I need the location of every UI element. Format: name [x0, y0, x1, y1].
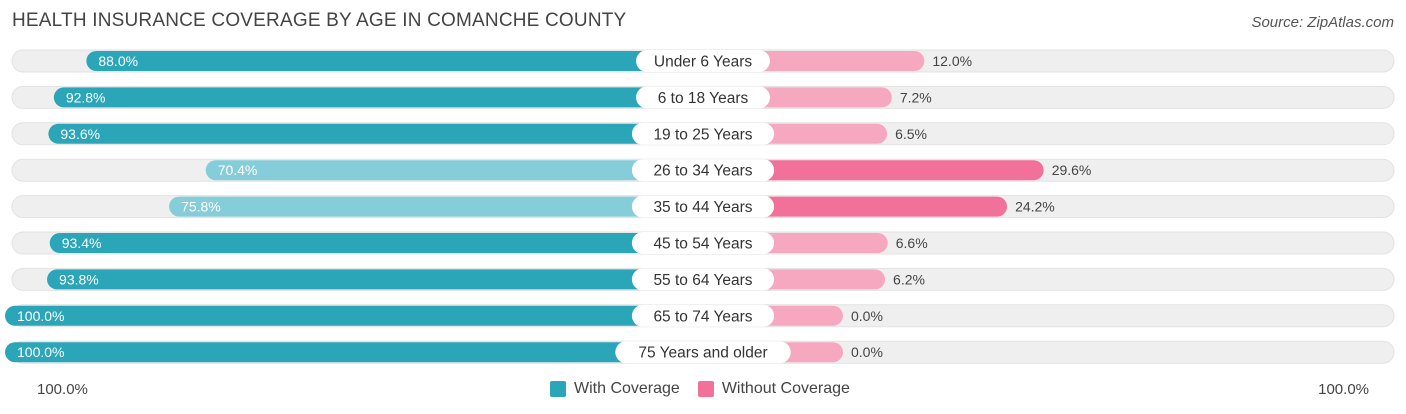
- legend-label-with-coverage: With Coverage: [574, 380, 680, 397]
- category-label: 19 to 25 Years: [653, 126, 752, 143]
- label-without-coverage: 6.2%: [893, 271, 925, 287]
- bar-without-coverage: [703, 196, 1008, 217]
- label-with-coverage: 93.6%: [60, 126, 100, 142]
- category-pill: [631, 195, 775, 218]
- category-label: 75 Years and older: [638, 345, 767, 362]
- legend-swatch-without-coverage: [697, 381, 714, 397]
- bar-with-coverage: [5, 305, 703, 326]
- category-label: 55 to 64 Years: [653, 272, 752, 289]
- chart-source: Source: ZipAtlas.com: [1251, 14, 1394, 31]
- category-pill: [631, 122, 775, 145]
- category-label: 65 to 74 Years: [653, 308, 752, 325]
- label-without-coverage: 7.2%: [900, 89, 932, 105]
- category-pill: [631, 304, 775, 327]
- bar-with-coverage: [169, 196, 704, 217]
- legend-item-with-coverage[interactable]: With Coverage: [550, 380, 680, 398]
- legend-swatch-with-coverage: [550, 381, 566, 397]
- legend: With Coverage Without Coverage: [550, 380, 850, 398]
- label-without-coverage: 29.6%: [1052, 162, 1092, 178]
- label-with-coverage: 92.8%: [66, 89, 106, 105]
- label-with-coverage: 93.8%: [59, 271, 99, 287]
- category-label: 45 to 54 Years: [653, 236, 752, 253]
- coverage-bar-chart: 88.0% 12.0% Under 6 Years 92.8% 7.2% 6 to 18 …: [5, 49, 1395, 364]
- label-without-coverage: 12.0%: [932, 53, 972, 69]
- label-without-coverage: 0.0%: [851, 344, 883, 360]
- category-label: 6 to 18 Years: [658, 90, 749, 107]
- bar-with-coverage: [205, 160, 704, 181]
- label-with-coverage: 100.0%: [17, 308, 64, 324]
- axis-left-label: 100.0%: [37, 381, 88, 398]
- category-pill: [631, 159, 775, 182]
- label-with-coverage: 75.8%: [181, 199, 221, 215]
- label-with-coverage: 88.0%: [98, 53, 138, 69]
- label-with-coverage: 100.0%: [17, 344, 64, 360]
- label-without-coverage: 6.6%: [896, 235, 928, 251]
- legend-label-without-coverage: Without Coverage: [721, 380, 850, 397]
- bar-with-coverage: [53, 87, 704, 108]
- label-without-coverage: 0.0%: [851, 308, 883, 324]
- bar-with-coverage: [48, 123, 704, 144]
- category-pill: [636, 86, 770, 109]
- category-label: 26 to 34 Years: [653, 163, 752, 180]
- label-with-coverage: 93.4%: [62, 235, 102, 251]
- bar-with-coverage: [5, 342, 703, 363]
- axis-right-label: 100.0%: [1318, 381, 1369, 398]
- label-without-coverage: 6.5%: [895, 126, 927, 142]
- label-without-coverage: 24.2%: [1015, 199, 1055, 215]
- bar-with-coverage: [49, 233, 704, 253]
- category-pill: [636, 50, 770, 72]
- category-pill: [631, 268, 775, 291]
- bar-with-coverage: [47, 269, 703, 290]
- category-pill: [615, 341, 791, 364]
- label-with-coverage: 70.4%: [218, 162, 258, 178]
- category-label: 35 to 44 Years: [653, 199, 752, 216]
- legend-item-without-coverage[interactable]: Without Coverage: [697, 380, 850, 398]
- bar-without-coverage: [703, 160, 1044, 181]
- category-pill: [631, 232, 775, 254]
- category-label: Under 6 Years: [654, 54, 752, 71]
- bar-with-coverage: [86, 51, 704, 71]
- chart-title: HEALTH INSURANCE COVERAGE BY AGE IN COMA…: [12, 10, 627, 31]
